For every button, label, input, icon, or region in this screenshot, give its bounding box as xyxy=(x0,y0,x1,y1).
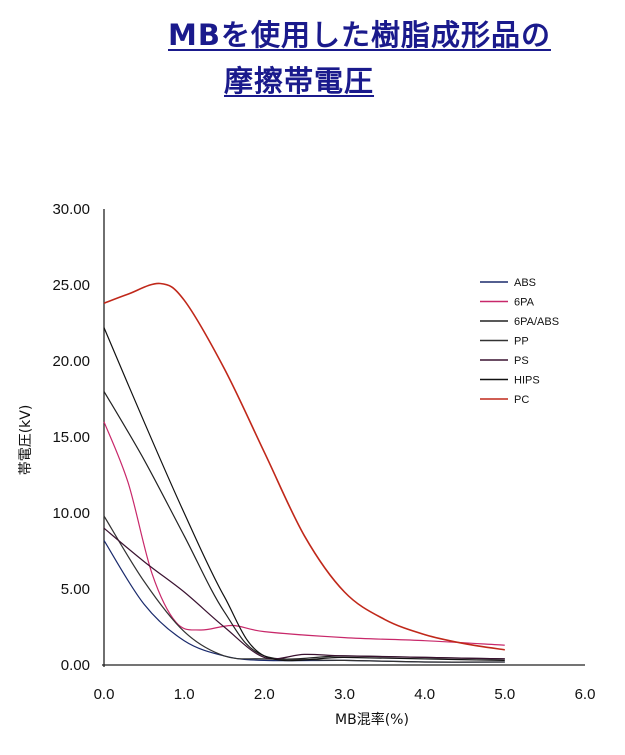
series-line-pc xyxy=(103,282,505,651)
x-tick-label: 5.0 xyxy=(494,686,515,703)
x-tick-label: 1.0 xyxy=(174,686,195,703)
legend-label: ABS xyxy=(514,277,536,289)
chart-title-line-1: MBを使用した樹脂成形品の xyxy=(168,18,551,52)
legend: ABS 6PA 6PA/ABS PP PS HIPS PC xyxy=(480,277,559,406)
y-tick-label: 30.00 xyxy=(52,201,90,218)
series-line-pp xyxy=(103,515,505,663)
x-tick-label: 4.0 xyxy=(414,686,435,703)
x-tick-label: 6.0 xyxy=(575,686,596,703)
x-tick-label: 0.0 xyxy=(94,686,115,703)
series-line-ps xyxy=(103,527,505,660)
series-line-6pa xyxy=(103,421,505,646)
legend-label: PP xyxy=(514,336,529,348)
y-axis-label: 帯電圧(kV) xyxy=(18,405,34,476)
tick-labels: 0.00 5.00 10.00 15.00 20.00 25.00 30.00 0.0 1.0 2… xyxy=(52,201,595,703)
legend-label: PS xyxy=(514,355,529,367)
y-tick-label: 10.00 xyxy=(52,505,90,522)
x-axis-label: MB混率(%) xyxy=(335,711,409,728)
chart-title-line-2: 摩擦帯電圧 xyxy=(224,64,375,98)
x-tick-label: 2.0 xyxy=(254,686,275,703)
y-tick-label: 20.00 xyxy=(52,353,90,370)
chart-axes xyxy=(102,209,585,667)
y-tick-label: 15.00 xyxy=(52,429,90,446)
y-tick-label: 25.00 xyxy=(52,277,90,294)
x-tick-label: 3.0 xyxy=(334,686,355,703)
legend-label: 6PA/ABS xyxy=(514,316,559,328)
series-line-hips xyxy=(103,327,505,662)
legend-label: HIPS xyxy=(514,375,540,387)
y-tick-label: 5.00 xyxy=(61,581,90,598)
legend-label: 6PA xyxy=(514,297,535,309)
series-line-6pa-abs xyxy=(103,391,505,660)
y-tick-label: 0.00 xyxy=(61,657,90,674)
series-line-abs xyxy=(103,540,505,663)
series-lines xyxy=(103,282,505,663)
legend-label: PC xyxy=(514,394,529,406)
